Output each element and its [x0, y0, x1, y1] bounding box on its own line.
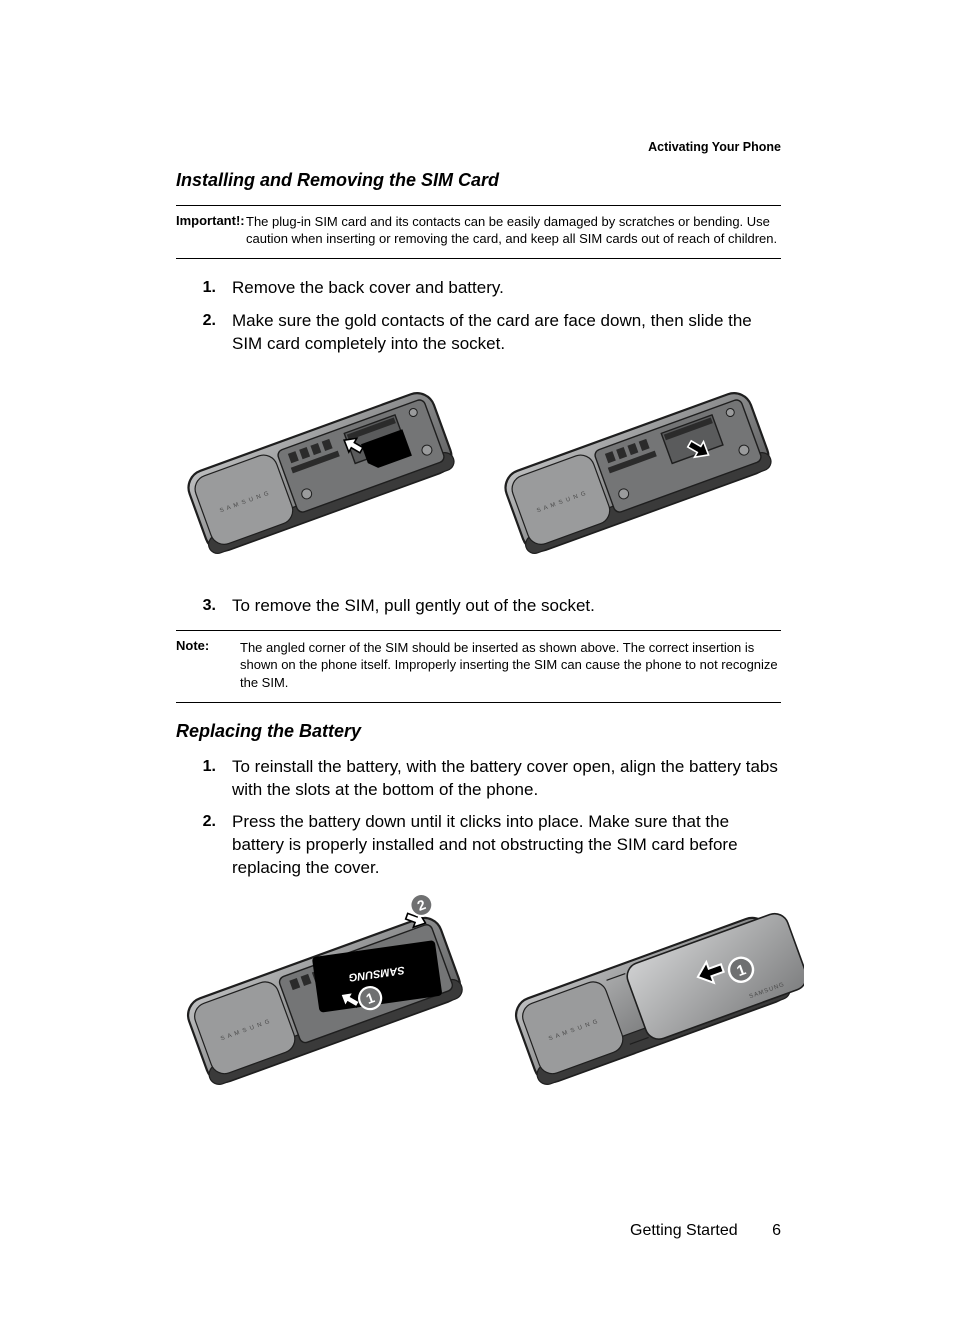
important-label: Important!:: [176, 213, 245, 228]
step-number: 2.: [176, 310, 232, 356]
step-text: Press the battery down until it clicks i…: [232, 811, 781, 880]
step-text: Make sure the gold contacts of the card …: [232, 310, 781, 356]
important-text: The plug-in SIM card and its contacts ca…: [246, 213, 781, 248]
cover-slide-figure: S A M S U N G SAMSUNG 1: [504, 892, 804, 1112]
sim-insert-figure: S A M S U N G: [176, 367, 465, 577]
sim-section-title: Installing and Removing the SIM Card: [176, 170, 781, 191]
list-item: 3. To remove the SIM, pull gently out of…: [176, 595, 781, 618]
divider: [176, 258, 781, 259]
battery-insert-figure: S A M S U N G SAMSUNG: [176, 892, 476, 1112]
note-block: Note: The angled corner of the SIM shoul…: [176, 631, 781, 701]
list-item: 1. To reinstall the battery, with the ba…: [176, 756, 781, 802]
step-text: Remove the back cover and battery.: [232, 277, 781, 300]
important-block: Important!: The plug-in SIM card and its…: [176, 206, 781, 258]
list-item: 2. Make sure the gold contacts of the ca…: [176, 310, 781, 356]
page-footer: Getting Started 6: [176, 1222, 781, 1240]
step-text: To remove the SIM, pull gently out of th…: [232, 595, 781, 618]
note-label: Note:: [176, 638, 209, 653]
battery-section-title: Replacing the Battery: [176, 721, 781, 742]
list-item: 2. Press the battery down until it click…: [176, 811, 781, 880]
battery-figure-row: S A M S U N G SAMSUNG: [176, 892, 781, 1112]
step-text: To reinstall the battery, with the batte…: [232, 756, 781, 802]
note-text: The angled corner of the SIM should be i…: [240, 639, 781, 692]
footer-section: Getting Started: [630, 1222, 738, 1239]
sim-steps: 1. Remove the back cover and battery. 2.…: [176, 277, 781, 356]
sim-steps-cont: 3. To remove the SIM, pull gently out of…: [176, 595, 781, 618]
page-content: Activating Your Phone Installing and Rem…: [176, 140, 781, 1170]
step-number: 2.: [176, 811, 232, 880]
step-number: 1.: [176, 756, 232, 802]
sim-figure-row: S A M S U N G: [176, 367, 781, 577]
footer-page: 6: [772, 1222, 781, 1239]
sim-remove-figure: S A M S U N G: [493, 367, 782, 577]
step-number: 3.: [176, 595, 232, 618]
list-item: 1. Remove the back cover and battery.: [176, 277, 781, 300]
step-number: 1.: [176, 277, 232, 300]
battery-steps: 1. To reinstall the battery, with the ba…: [176, 756, 781, 881]
running-header: Activating Your Phone: [176, 140, 781, 154]
